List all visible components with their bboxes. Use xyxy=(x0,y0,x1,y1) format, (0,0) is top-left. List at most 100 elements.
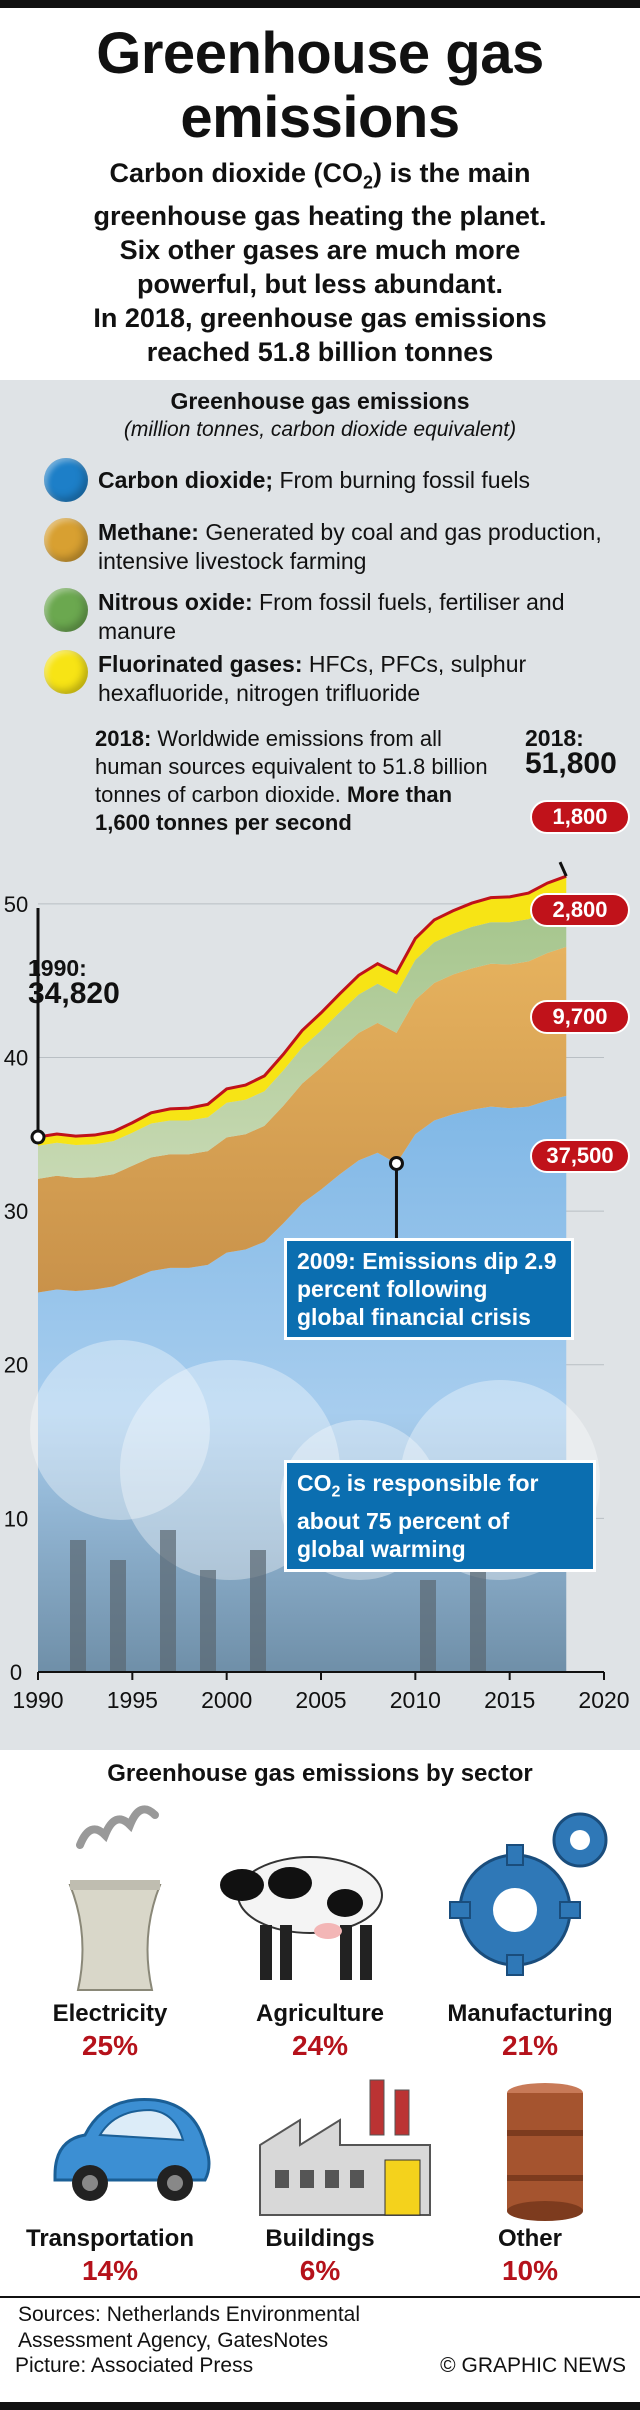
y-tick-label: 0 xyxy=(10,1660,22,1685)
intro-line-3: Six other gases are much more xyxy=(119,235,521,266)
legend-item-fluorinated: Fluorinated gases: HFCs, PFCs, sulphur h… xyxy=(44,650,604,708)
legend-name: Fluorinated gases: xyxy=(98,651,303,677)
x-tick-label: 1995 xyxy=(107,1687,158,1713)
x-tick-label: 1990 xyxy=(12,1687,63,1713)
sector-buildings: Buildings 6% xyxy=(220,2225,420,2287)
callout-co2: CO2 is responsible for about 75 percent … xyxy=(284,1460,596,1572)
legend-name: Nitrous oxide: xyxy=(98,589,253,615)
title-line-1: Greenhouse gas xyxy=(96,21,544,86)
legend-name: Methane: xyxy=(98,519,199,545)
sector-manufacturing: Manufacturing 21% xyxy=(430,2000,630,2062)
note-2018-rate: More than 1,600 tonnes per second xyxy=(95,782,453,835)
chimney-1 xyxy=(110,1560,126,1672)
marker-dot-1990 xyxy=(30,1129,46,1145)
sector-other: Other 10% xyxy=(430,2225,630,2287)
area-fluorinated xyxy=(38,876,567,1146)
axes xyxy=(37,1671,605,1680)
sector-title: Greenhouse gas emissions by sector xyxy=(107,1760,533,1787)
sector-pct: 6% xyxy=(299,2255,341,2286)
sector-electricity: Electricity 25% xyxy=(10,2000,210,2062)
chart-title: Greenhouse gas emissions xyxy=(170,388,470,414)
legend-text-co2: Carbon dioxide; From burning fossil fuel… xyxy=(98,458,530,495)
callout-co2-pre: CO xyxy=(297,1470,332,1496)
value-badge-fluorinated: 1,800 xyxy=(530,800,630,834)
y-tick-label: 20 xyxy=(4,1353,28,1378)
y-tick-label: 50 xyxy=(4,892,28,917)
legend-dot-nitrous xyxy=(44,588,88,632)
callout-2009: 2009: Emissions dip 2.9 percent followin… xyxy=(284,1238,574,1340)
chimney-4 xyxy=(250,1550,266,1672)
value-badge-nitrous: 2,800 xyxy=(530,893,630,927)
intro-co2-post: ) is the main xyxy=(373,158,531,188)
footer-rule xyxy=(0,2296,640,2298)
callout-co2-sub: 2 xyxy=(331,1483,341,1501)
area-methane xyxy=(38,946,567,1293)
sector-pct: 24% xyxy=(291,2030,349,2061)
intro-co2-pre: Carbon dioxide (CO xyxy=(109,158,363,188)
x-tick-label: 2020 xyxy=(578,1687,629,1713)
sector-name: Manufacturing xyxy=(447,2000,613,2027)
legend-desc: Generated by coal and gas production, in… xyxy=(98,519,602,574)
sector-agriculture: Agriculture 24% xyxy=(220,2000,420,2062)
label-2018-value: 51,800 xyxy=(525,747,617,780)
legend-dot-co2 xyxy=(44,458,88,502)
oil-barrel-icon xyxy=(507,2083,583,2221)
car-icon xyxy=(53,2097,211,2201)
label-1990-year: 1990: xyxy=(28,955,87,981)
note-2018: 2018: Worldwide emissions from all human… xyxy=(95,725,495,837)
label-2018: 2018: 51,800 xyxy=(525,725,617,780)
value-badge-co2: 37,500 xyxy=(530,1139,630,1173)
legend-dot-methane xyxy=(44,518,88,562)
legend-dot-fluorinated xyxy=(44,650,88,694)
x-tick-label: 2005 xyxy=(295,1687,346,1713)
legend-item-methane: Methane: Generated by coal and gas produ… xyxy=(44,518,604,576)
note-2018-text: Worldwide emissions from all human sourc… xyxy=(95,726,488,807)
marker-dot-2009 xyxy=(388,1155,404,1171)
legend-text-nitrous: Nitrous oxide: From fossil fuels, fertil… xyxy=(98,588,604,646)
intro-line-6: reached 51.8 billion tonnes xyxy=(146,337,494,368)
tick-labels: 0 10 20 30 40 50 1990 1995 2000 2005 2010 2015 2020 xyxy=(4,892,630,1713)
legend-item-co2: Carbon dioxide; From burning fossil fuel… xyxy=(44,458,604,502)
y-tick-label: 30 xyxy=(4,1199,28,1224)
legend-name: Carbon dioxide; xyxy=(98,467,274,493)
x-tick-label: 2015 xyxy=(484,1687,535,1713)
sector-pct: 25% xyxy=(81,2030,139,2061)
callout-co2-post: is responsible for about 75 percent of g… xyxy=(297,1470,539,1562)
intro-co2-sub: 2 xyxy=(362,172,373,193)
power-plant-icon xyxy=(68,1805,162,1991)
cow-icon xyxy=(220,1856,383,1980)
intro-text: Carbon dioxide (CO2) is the main greenho… xyxy=(20,156,620,369)
sector-pct: 21% xyxy=(501,2030,559,2061)
chimney-0 xyxy=(70,1540,86,1672)
sources: Sources: Netherlands Environmental Asses… xyxy=(18,2303,361,2352)
marker-2018 xyxy=(558,861,568,877)
value-badge-methane: 9,700 xyxy=(530,1000,630,1034)
chimney-5 xyxy=(420,1580,436,1672)
total-line xyxy=(37,874,567,1139)
x-tick-label: 2010 xyxy=(390,1687,441,1713)
label-1990-value: 34,820 xyxy=(28,977,120,1010)
brand-credit: © GRAPHIC NEWS xyxy=(440,2354,626,2377)
legend-desc: From burning fossil fuels xyxy=(273,467,530,493)
note-2018-year: 2018: xyxy=(95,726,152,751)
smoke-cloud-0 xyxy=(30,1340,210,1520)
legend-desc: From fossil fuels, fertiliser and manure xyxy=(98,589,565,644)
area-nitrous xyxy=(38,903,567,1179)
top-rule xyxy=(0,0,640,8)
picture-credit: Picture: Associated Press xyxy=(15,2354,254,2377)
chimney-6 xyxy=(470,1560,486,1672)
sector-name: Transportation xyxy=(25,2225,194,2252)
legend-item-nitrous: Nitrous oxide: From fossil fuels, fertil… xyxy=(44,588,604,646)
sector-transportation: Transportation 14% xyxy=(10,2225,210,2287)
y-tick-label: 40 xyxy=(4,1045,28,1070)
intro-line-1: Carbon dioxide (CO2) is the main xyxy=(20,156,620,199)
sector-name: Agriculture xyxy=(255,2000,384,2027)
sector-pct: 10% xyxy=(501,2255,559,2286)
bottom-rule xyxy=(0,2402,640,2410)
intro-line-4: powerful, but less abundant. xyxy=(136,269,504,300)
sector-name: Buildings xyxy=(265,2225,375,2252)
sector-pct: 14% xyxy=(81,2255,139,2286)
label-2018-year: 2018: xyxy=(525,725,584,751)
chimney-3 xyxy=(200,1570,216,1672)
intro-line-2: greenhouse gas heating the planet. xyxy=(93,201,547,232)
